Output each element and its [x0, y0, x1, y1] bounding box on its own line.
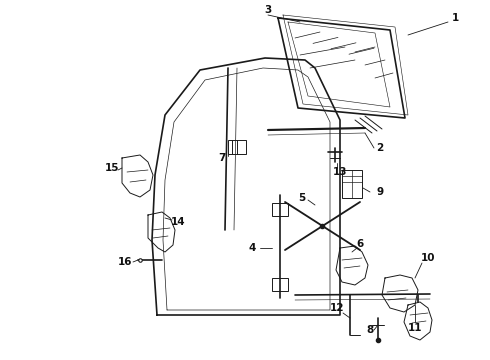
Text: 7: 7 — [219, 153, 226, 163]
Text: 16: 16 — [118, 257, 132, 267]
Text: 13: 13 — [333, 167, 347, 177]
Text: 14: 14 — [171, 217, 185, 227]
Text: 9: 9 — [376, 187, 384, 197]
Bar — [272, 203, 288, 216]
Text: 3: 3 — [265, 5, 271, 15]
Text: 5: 5 — [298, 193, 306, 203]
Text: 11: 11 — [408, 323, 422, 333]
Text: 10: 10 — [421, 253, 435, 263]
Bar — [342, 170, 362, 198]
Text: 2: 2 — [376, 143, 384, 153]
Text: 1: 1 — [451, 13, 459, 23]
Bar — [272, 278, 288, 291]
Bar — [228, 140, 246, 154]
Text: 4: 4 — [248, 243, 256, 253]
Text: 15: 15 — [105, 163, 119, 173]
Text: 12: 12 — [330, 303, 344, 313]
Text: 6: 6 — [356, 239, 364, 249]
Text: 8: 8 — [367, 325, 374, 335]
